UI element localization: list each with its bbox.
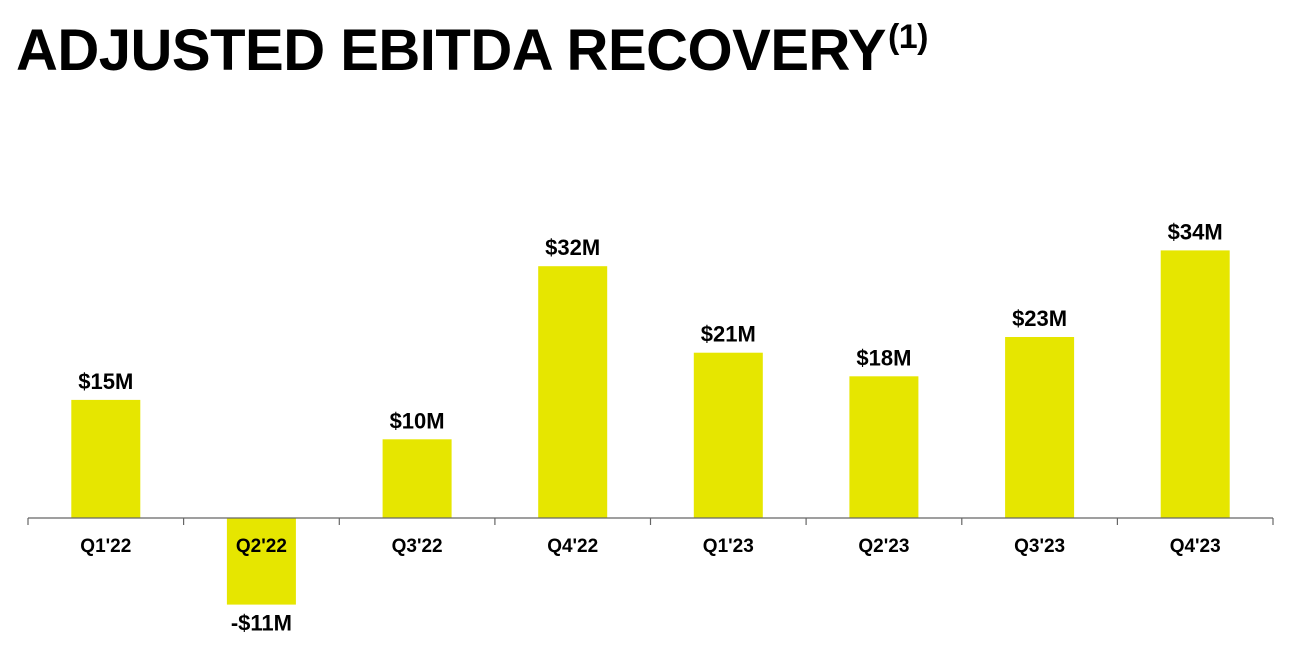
data-label: $23M (1012, 306, 1067, 331)
bar-q3-22 (382, 439, 452, 518)
bar-q1-23 (693, 352, 763, 518)
tick-label: Q2'23 (858, 536, 909, 557)
labels-group: $15M -$11M $10M $32M $21M $18M $23M $34M Q1'22 Q2… (78, 219, 1222, 635)
bar-q4-22 (538, 266, 608, 518)
data-label: $34M (1168, 219, 1223, 244)
tick-label: Q4'23 (1170, 536, 1221, 557)
bar-q3-23 (1005, 337, 1075, 518)
bars-group (71, 250, 1230, 605)
tick-label: Q3'23 (1014, 536, 1065, 557)
footnote-marker: (1) (887, 18, 929, 56)
page-title-text: ADJUSTED EBITDA RECOVERY (16, 18, 886, 83)
tick-label: Q1'22 (80, 536, 131, 557)
tick-label: Q2'22 (236, 536, 287, 557)
tick-label: Q4'22 (547, 536, 598, 557)
bar-q2-23 (849, 376, 919, 518)
data-label: $10M (390, 408, 445, 433)
tick-label: Q1'23 (703, 536, 754, 557)
bar-q4-23 (1160, 250, 1230, 518)
bar-q2-22 (226, 518, 296, 605)
bar-q1-22 (71, 399, 141, 518)
tick-label: Q3'22 (392, 536, 443, 557)
data-label: -$11M (231, 611, 292, 636)
data-label: $21M (701, 322, 756, 347)
data-label: $18M (856, 345, 911, 370)
data-label: $32M (545, 235, 600, 260)
page-title: ADJUSTED EBITDA RECOVERY(1) (16, 20, 929, 80)
x-axis (27, 517, 1274, 525)
data-label: $15M (78, 369, 133, 394)
